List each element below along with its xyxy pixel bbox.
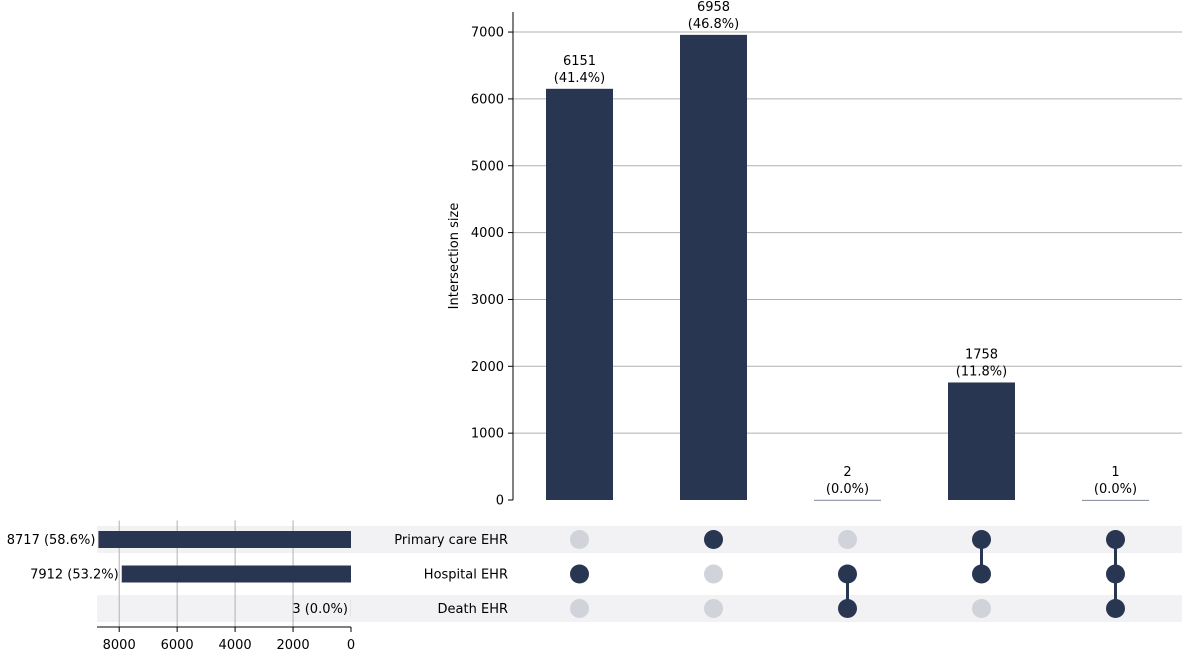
intersection-tick-label: 5000: [471, 159, 504, 174]
matrix-dot-active: [1106, 599, 1125, 618]
intersection-count-label: 2: [843, 465, 851, 480]
set-size-tick-label: 6000: [161, 638, 194, 651]
intersection-size-axis: 0 1000 2000 3000 4000 5000 6000 7000: [471, 11, 514, 509]
intersection-tick-label: 7000: [471, 26, 504, 41]
set-size-label: 3 (0.0%): [292, 602, 348, 617]
set-size-label: 7912 (53.2%): [30, 568, 119, 583]
matrix-dot-active: [838, 564, 857, 584]
intersection-percent-label: (11.8%): [956, 364, 1007, 379]
set-name-label: Hospital EHR: [424, 568, 508, 583]
set-size-tick-label: 2000: [277, 638, 310, 651]
intersection-count-label: 6958: [697, 0, 730, 15]
matrix-dot-inactive: [704, 564, 723, 584]
matrix-dot-active: [570, 564, 589, 584]
intersection-bar: [1082, 499, 1149, 501]
set-size-bar: [121, 565, 351, 583]
intersection-percent-label: (0.0%): [1094, 482, 1137, 497]
set-name-labels: Primary care EHR Hospital EHR Death EHR: [394, 533, 508, 617]
matrix-dot-active: [972, 564, 991, 584]
set-size-bars: 8717 (58.6%) 7912 (53.2%) 3 (0.0%): [7, 531, 351, 617]
set-name-label: Primary care EHR: [394, 533, 508, 548]
set-size-label: 8717 (58.6%): [7, 533, 96, 548]
matrix-row-stripe: [97, 595, 1182, 622]
set-size-tick-label: 8000: [103, 638, 136, 651]
set-size-tick-label: 4000: [219, 638, 252, 651]
intersection-tick-label: 6000: [471, 92, 504, 107]
matrix-dot-active: [1106, 564, 1125, 584]
matrix-dot-active: [704, 530, 723, 549]
intersection-bar: [680, 34, 747, 501]
matrix-row-stripes: [97, 526, 1182, 622]
intersection-bar: [948, 382, 1015, 500]
intersection-percent-label: (0.0%): [826, 482, 869, 497]
set-size-axis: 8000 6000 4000 2000 0: [97, 626, 355, 651]
intersection-bars: [546, 34, 1149, 501]
set-size-bar: [98, 531, 351, 548]
matrix-dot-active: [972, 530, 991, 549]
matrix-dot-inactive: [570, 599, 589, 618]
intersection-bar-labels: 6151 (41.4%) 6958 (46.8%) 2 (0.0%) 1758 (11.8%)…: [554, 0, 1137, 497]
matrix-dot-inactive: [570, 530, 589, 549]
intersection-percent-label: (41.4%): [554, 71, 605, 86]
intersection-tick-label: 0: [496, 494, 504, 509]
intersection-axis-label: Intersection size: [447, 203, 462, 310]
intersection-matrix: [570, 530, 1125, 618]
matrix-dot-active: [1106, 530, 1125, 549]
intersection-percent-label: (46.8%): [688, 17, 739, 32]
intersection-count-label: 6151: [563, 54, 596, 69]
intersection-count-label: 1: [1111, 465, 1119, 480]
intersection-gridlines: [513, 31, 1182, 434]
set-name-label: Death EHR: [438, 602, 508, 617]
intersection-tick-label: 1000: [471, 427, 504, 442]
matrix-dot-inactive: [704, 599, 723, 618]
intersection-tick-label: 4000: [471, 226, 504, 241]
intersection-tick-label: 3000: [471, 293, 504, 308]
matrix-dot-inactive: [838, 530, 857, 549]
intersection-bar: [814, 499, 881, 501]
matrix-dot-inactive: [972, 599, 991, 618]
matrix-dot-active: [838, 599, 857, 618]
intersection-count-label: 1758: [965, 347, 998, 362]
set-size-tick-label: 0: [347, 638, 355, 651]
intersection-bar: [546, 88, 613, 500]
intersection-tick-label: 2000: [471, 360, 504, 375]
